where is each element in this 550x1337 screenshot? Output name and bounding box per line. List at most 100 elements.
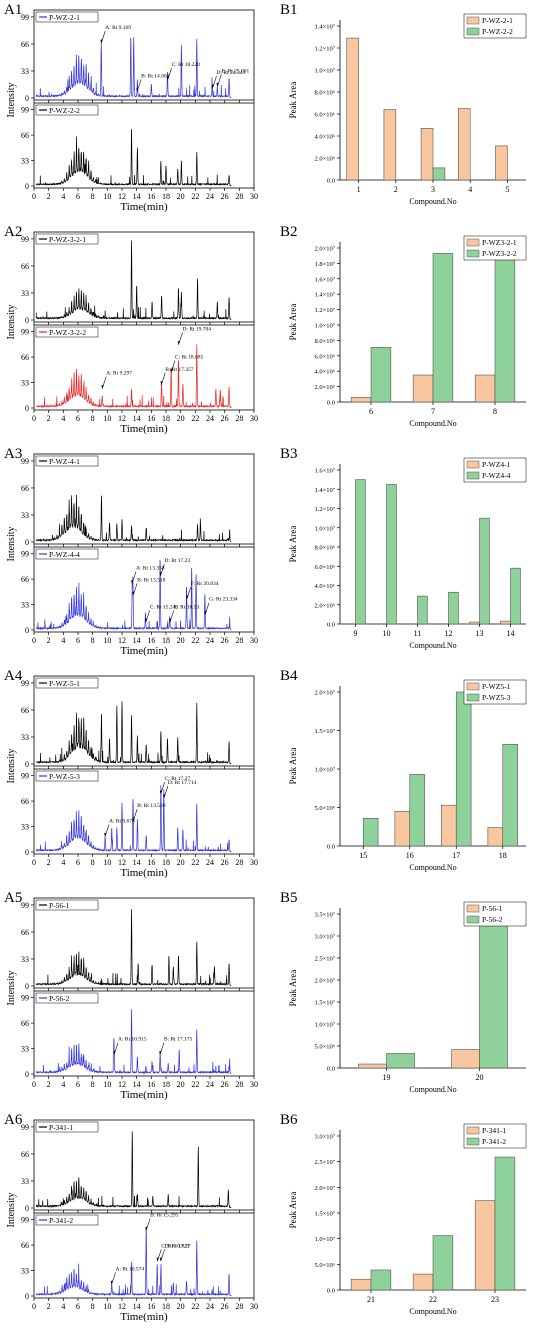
legend-label: P-WZ5-1 xyxy=(482,682,511,691)
y-tick-label: 0 xyxy=(25,760,29,769)
x-axis-label: Compound.No xyxy=(409,641,456,650)
y-tick-label: 99 xyxy=(21,1123,29,1132)
bar xyxy=(362,817,379,847)
axes-frame xyxy=(33,1212,255,1299)
y-tick-label: 66 xyxy=(21,131,29,140)
y-tick-label: 66 xyxy=(21,706,29,715)
y-tick-label: 1.8×10⁷ xyxy=(314,261,335,268)
x-tick-label: 6 xyxy=(76,414,80,423)
x-tick-label: 5 xyxy=(505,185,509,194)
legend-label: P-WZ-5-1 xyxy=(49,679,80,688)
x-tick-label: 16 xyxy=(147,1302,155,1311)
legend-swatch xyxy=(466,682,480,691)
y-axis-label: Peak Area xyxy=(288,82,298,119)
y-tick-label: 3.0×10⁷ xyxy=(314,1134,335,1141)
x-tick-label: 12 xyxy=(118,1302,126,1311)
bar xyxy=(455,691,472,847)
legend-box xyxy=(35,1121,99,1133)
bar xyxy=(412,374,434,403)
x-tick-label: 14 xyxy=(133,192,141,201)
x-tick-label: 10 xyxy=(103,1302,111,1311)
chromatogram-panel-A4: A4 0 33 66 99 P-WZ-5-1 0 33 66 99 P-WZ-5-3 A: Rt 9.… xyxy=(4,668,258,879)
x-tick-label: 23 xyxy=(491,1295,499,1304)
axes-P-341-2: 0 33 66 99 P-341-2 A: Rt 10.574 B: Rt 15.295 C:… xyxy=(21,1212,258,1311)
axes-P-WZ-2-1: 0 33 66 99 P-WZ-2-1 A: Rt 9.169 B: Rt 14.062C:… xyxy=(21,9,255,103)
x-tick-label: 20 xyxy=(177,858,185,867)
chromatogram-panel-A5: A5 0 33 66 99 P-56-1 0 33 66 99 P-56-2 A: Rt 10.915… xyxy=(4,890,258,1101)
legend-label: P-WZ5-3 xyxy=(482,693,511,702)
legend-label: P-56-1 xyxy=(49,901,70,910)
y-tick-label: 0 xyxy=(25,626,29,635)
legend-label: P-WZ-2-2 xyxy=(49,106,80,115)
legend-label: P-WZ-3-2-2 xyxy=(49,328,86,337)
x-axis-label: Time(min) xyxy=(120,423,168,435)
y-tick-label: 1.0×10⁷ xyxy=(314,1022,335,1029)
x-tick-label: 16 xyxy=(147,1080,155,1089)
peak-annotation: G: Rt 23.334 xyxy=(204,597,238,615)
peak-annotation: C: Rt 18.685 xyxy=(170,355,204,373)
annotation-label: B: Rt 17.175 xyxy=(164,1037,193,1043)
y-tick-label: 1.2×10⁷ xyxy=(314,506,335,513)
legend-label: P-WZ4-1 xyxy=(482,460,511,469)
x-tick-label: 16 xyxy=(147,858,155,867)
arrowhead xyxy=(204,610,207,615)
y-tick-label: 33 xyxy=(21,1177,29,1186)
legend: P-WZ3-2-1 P-WZ3-2-2 xyxy=(463,235,527,261)
peak-annotation: E: Rt 25.001 xyxy=(216,69,250,87)
annotation-label: B: Rt 15.295 xyxy=(150,1212,179,1218)
y-axis-label: Intensity xyxy=(6,83,17,118)
legend-label: P-56-2 xyxy=(49,994,70,1003)
y-tick-label: 1.5×10⁷ xyxy=(314,1211,335,1218)
annotation-label: D: Rt 17.714 xyxy=(168,780,197,786)
arrowhead xyxy=(145,1226,148,1231)
peak-annotation: D: Rt 24.343 xyxy=(211,70,245,89)
y-tick-label: 99 xyxy=(21,901,29,910)
x-tick-label: 28 xyxy=(235,1080,243,1089)
annotation-label: F: Rt 20.834 xyxy=(191,581,219,587)
legend-label: P-WZ-2-2 xyxy=(482,27,513,36)
chromatogram-trace xyxy=(35,344,232,409)
y-tick-label: 33 xyxy=(21,289,29,298)
arrowhead xyxy=(132,591,135,596)
legend-box xyxy=(35,455,99,467)
peak-annotation: B: Rt 15.295 xyxy=(145,1212,179,1231)
x-tick-label: 24 xyxy=(206,636,214,645)
y-tick-label: 99 xyxy=(21,457,29,466)
legend-box xyxy=(35,548,99,560)
axes-P-WZ-3-2-2: 0 33 66 99 P-WZ-3-2-2 A: Rt 9.297 B: Rt 17.357… xyxy=(21,324,258,423)
legend: P-WZ-2-2 xyxy=(35,104,99,116)
y-axis-label: Peak Area xyxy=(288,304,298,341)
x-axis-label: Time(min) xyxy=(120,201,168,213)
bar xyxy=(386,484,397,625)
y-tick-label: 4.0×10⁶ xyxy=(314,583,335,590)
legend: P-WZ-4-4 xyxy=(35,548,99,560)
axes-P-WZ-4-1: 0 33 66 99 P-WZ-4-1 xyxy=(21,453,255,547)
y-tick-label: 99 xyxy=(21,328,29,337)
x-tick-label: 14 xyxy=(133,414,141,423)
panel-label: A4 xyxy=(4,668,23,684)
peak-annotation: A: Rt 10.574 xyxy=(110,1266,144,1285)
x-tick-label: 20 xyxy=(177,414,185,423)
y-tick-label: 2.0×10⁷ xyxy=(314,246,335,253)
legend-label: P-WZ4-4 xyxy=(482,471,511,480)
arrowhead xyxy=(104,832,107,837)
peak-annotation: A: Rt 9.678 xyxy=(104,819,135,837)
peak-annotation: A: Rt 9.169 xyxy=(100,25,131,44)
x-tick-label: 18 xyxy=(162,1080,170,1089)
x-tick-label: 26 xyxy=(221,1302,229,1311)
x-tick-label: 30 xyxy=(250,192,258,201)
y-tick-label: 33 xyxy=(21,733,29,742)
x-tick-label: 30 xyxy=(250,414,258,423)
bar xyxy=(510,567,521,625)
y-tick-label: 1.0×10⁷ xyxy=(314,525,335,532)
axes-frame xyxy=(33,231,255,323)
x-tick-label: 26 xyxy=(221,858,229,867)
bar xyxy=(432,253,454,403)
x-tick-label: 16 xyxy=(147,192,155,201)
legend-swatch xyxy=(466,693,480,702)
x-tick-label: 0 xyxy=(32,636,36,645)
legend-label: P-WZ3-2-2 xyxy=(482,249,517,258)
y-tick-label: 1.0×10⁷ xyxy=(314,767,335,774)
x-tick-label: 20 xyxy=(476,1073,484,1082)
x-tick-label: 9 xyxy=(354,629,358,638)
